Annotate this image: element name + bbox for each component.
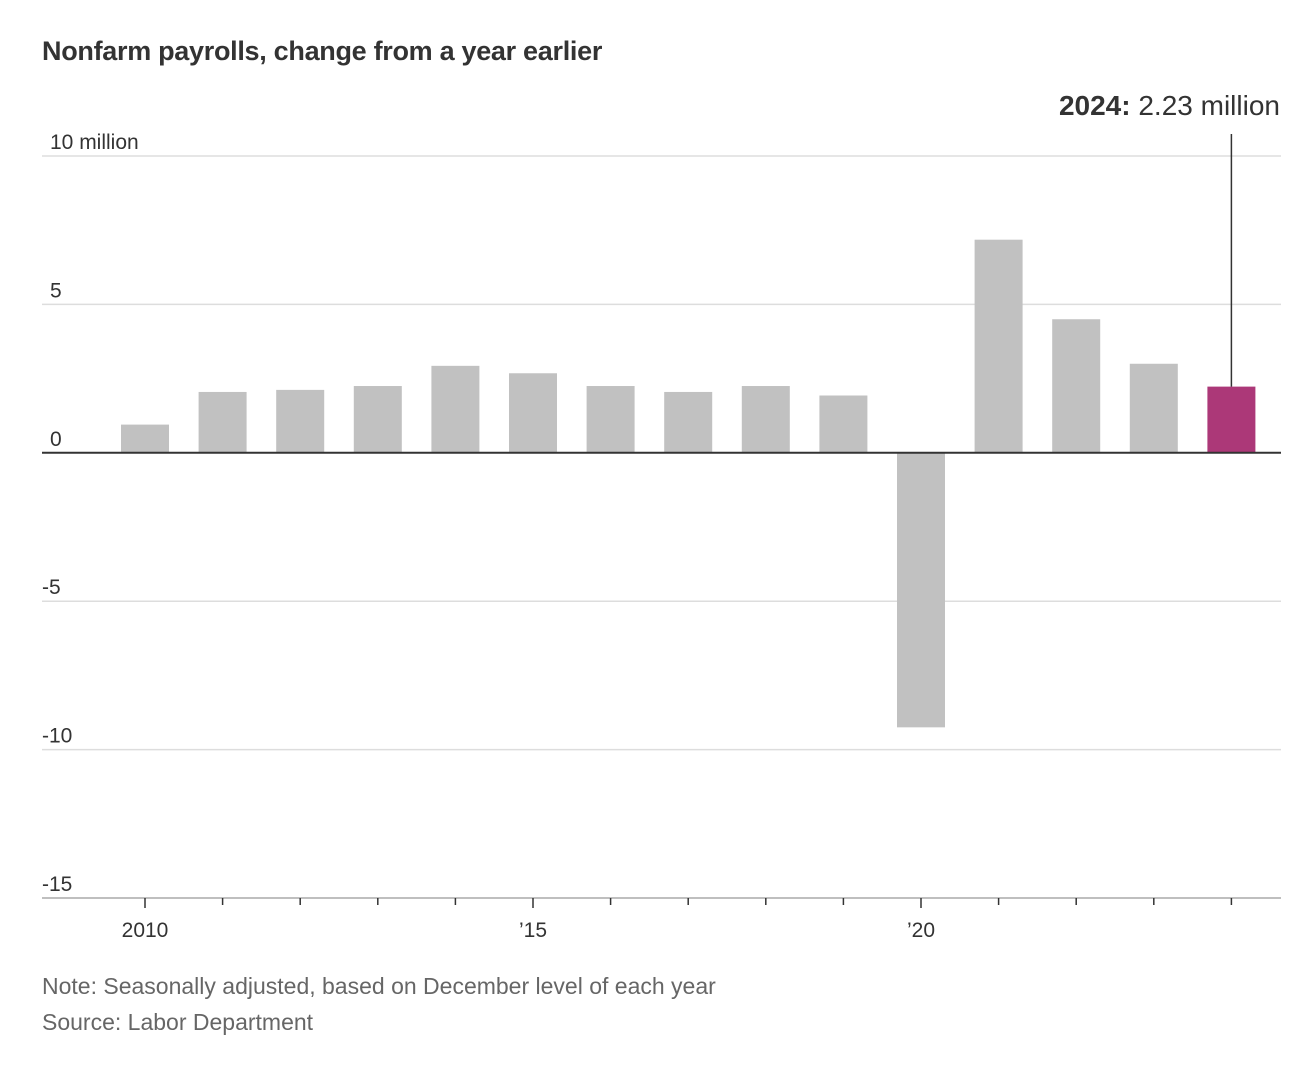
bar bbox=[897, 452, 945, 728]
bar bbox=[121, 424, 169, 453]
x-tick-label: 2010 bbox=[122, 919, 169, 942]
annotation-year: 2024: bbox=[1059, 90, 1138, 121]
y-tick-label: 0 bbox=[50, 428, 62, 451]
axes bbox=[42, 451, 1281, 908]
bar bbox=[586, 386, 635, 453]
bar bbox=[1129, 363, 1178, 453]
tick-labels: 10 million 5 0 -5 -10 -15 2010 ’15 ’20 bbox=[42, 131, 935, 942]
bar bbox=[353, 386, 402, 453]
bar bbox=[431, 365, 480, 453]
bar bbox=[819, 395, 868, 453]
bar bbox=[741, 386, 790, 453]
y-tick-label: -5 bbox=[42, 576, 61, 599]
source-text: Source: Labor Department bbox=[42, 1009, 314, 1035]
y-tick-label: 5 bbox=[50, 279, 62, 302]
annotation-label: 2024: 2.23 million bbox=[1059, 90, 1280, 121]
y-tick-label: -10 bbox=[42, 725, 72, 748]
chart-notes: Note: Seasonally adjusted, based on Dece… bbox=[42, 968, 716, 1040]
x-tick-label: ’15 bbox=[519, 919, 547, 942]
chart-title: Nonfarm payrolls, change from a year ear… bbox=[42, 36, 603, 66]
bar bbox=[974, 239, 1023, 453]
annotation-value: 2.23 million bbox=[1138, 90, 1280, 121]
bar bbox=[276, 389, 325, 453]
bar-highlight bbox=[1207, 386, 1256, 453]
note-text: Note: Seasonally adjusted, based on Dece… bbox=[42, 973, 716, 999]
bar-chart: 10 million 5 0 -5 -10 -15 2010 ’15 ’20 2024: 2.2… bbox=[42, 90, 1281, 942]
x-tick-label: ’20 bbox=[907, 919, 935, 942]
gridlines bbox=[42, 155, 1281, 751]
bar bbox=[198, 391, 247, 453]
bar bbox=[664, 391, 713, 453]
highlight-annotation: 2024: 2.23 million bbox=[1059, 90, 1280, 387]
y-tick-label: -15 bbox=[42, 873, 72, 896]
y-tick-label: 10 million bbox=[50, 131, 139, 154]
bar bbox=[509, 373, 557, 453]
bar bbox=[1052, 319, 1101, 453]
bars bbox=[121, 239, 1256, 728]
